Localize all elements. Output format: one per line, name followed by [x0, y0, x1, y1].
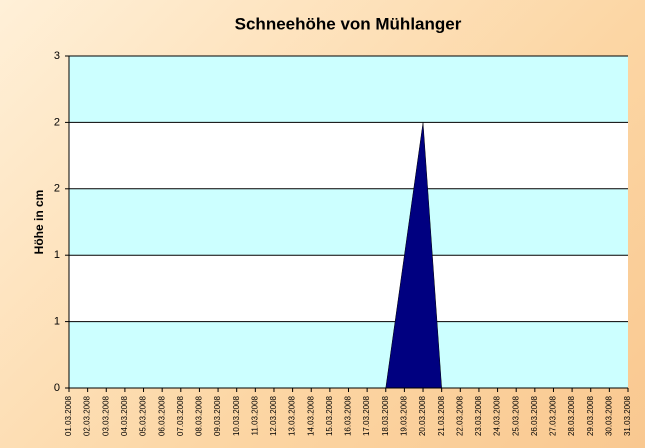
x-tick-label: 30.03.2008	[604, 395, 613, 436]
x-tick-label: 25.03.2008	[511, 395, 520, 436]
plot-band	[69, 188, 628, 256]
x-tick-label: 15.03.2008	[325, 395, 334, 436]
plot-band	[69, 321, 628, 388]
y-tick-label: 1	[54, 249, 60, 261]
x-tick-label: 17.03.2008	[362, 395, 371, 436]
plot-band	[69, 56, 628, 123]
y-tick-label: 3	[54, 50, 60, 62]
plot-band	[69, 122, 628, 189]
x-tick-label: 09.03.2008	[213, 395, 222, 436]
y-tick-label: 2	[54, 116, 60, 128]
x-tick-label: 28.03.2008	[567, 395, 576, 436]
x-tick-label: 04.03.2008	[120, 395, 129, 436]
y-tick-label: 1	[54, 316, 60, 328]
x-tick-label: 03.03.2008	[101, 395, 110, 436]
x-tick-label: 31.03.2008	[623, 395, 632, 436]
x-tick-label: 02.03.2008	[83, 395, 92, 436]
x-tick-label: 12.03.2008	[269, 395, 278, 436]
chart-title: Schneehöhe von Mühlanger	[235, 14, 462, 33]
y-axis-title: Höhe in cm	[32, 190, 46, 255]
x-tick-label: 06.03.2008	[157, 395, 166, 436]
x-tick-label: 16.03.2008	[344, 395, 353, 436]
x-tick-label: 23.03.2008	[474, 395, 483, 436]
x-tick-label: 21.03.2008	[437, 395, 446, 436]
x-tick-label: 11.03.2008	[250, 395, 259, 435]
x-tick-label: 14.03.2008	[306, 395, 315, 436]
x-tick-label: 07.03.2008	[176, 395, 185, 436]
x-tick-label: 22.03.2008	[455, 395, 464, 436]
x-tick-label: 18.03.2008	[381, 395, 390, 436]
x-tick-label: 20.03.2008	[418, 395, 427, 436]
x-tick-label: 05.03.2008	[139, 395, 148, 436]
x-tick-label: 13.03.2008	[288, 395, 297, 436]
x-tick-label: 08.03.2008	[195, 395, 204, 436]
y-tick-label: 2	[54, 183, 60, 195]
y-tick-label: 0	[54, 382, 60, 394]
plot-band	[69, 255, 628, 322]
x-tick-label: 10.03.2008	[232, 395, 241, 436]
x-tick-label: 26.03.2008	[530, 395, 539, 436]
x-tick-label: 19.03.2008	[400, 395, 409, 436]
x-tick-label: 27.03.2008	[549, 395, 558, 436]
x-tick-label: 24.03.2008	[493, 395, 502, 436]
x-tick-label: 29.03.2008	[586, 395, 595, 436]
x-tick-label: 01.03.2008	[64, 395, 73, 436]
